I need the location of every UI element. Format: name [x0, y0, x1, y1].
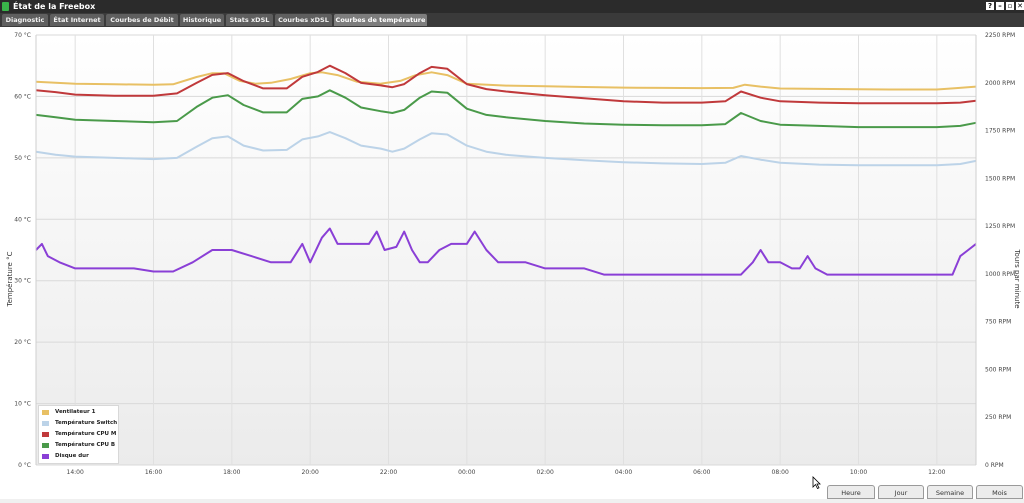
range-button-jour[interactable]: Jour — [878, 485, 924, 499]
chart-legend: Ventilateur 1 Température Switch Tempéra… — [38, 405, 119, 464]
x-tick-label: 18:00 — [223, 469, 240, 476]
tab-courbes-debit[interactable]: Courbes de Débit — [106, 14, 178, 26]
legend-label: Température CPU B — [55, 442, 116, 448]
tab-diagnostic[interactable]: Diagnostic — [2, 14, 48, 26]
x-tick-label: 08:00 — [772, 469, 789, 476]
y-right-tick-label: 250 RPM — [985, 414, 1011, 421]
series-line-temp-rature-cpu-m — [35, 64, 977, 105]
y-left-tick-label: 30 °C — [14, 278, 31, 285]
plot-background — [36, 35, 976, 465]
x-tick-label: 14:00 — [67, 469, 84, 476]
title-bar: État de la Freebox ? – ▫ ✕ — [0, 0, 1024, 13]
x-tick-label: 12:00 — [928, 469, 945, 476]
y-left-tick-label: 40 °C — [14, 216, 31, 223]
y-right-tick-label: 2000 RPM — [985, 80, 1015, 87]
x-tick-label: 04:00 — [615, 469, 632, 476]
y-left-tick-label: 70 °C — [14, 32, 31, 39]
y-right-tick-label: 0 RPM — [985, 462, 1004, 469]
x-tick-label: 02:00 — [537, 469, 554, 476]
range-button-heure[interactable]: Heure — [827, 485, 875, 499]
y-right-tick-label: 2250 RPM — [985, 32, 1015, 39]
range-button-semaine[interactable]: Semaine — [927, 485, 973, 499]
series-line-temp-rature-cpu-b — [35, 89, 977, 129]
x-tick-label: 06:00 — [693, 469, 710, 476]
legend-label: Ventilateur 1 — [55, 409, 96, 415]
window-title: État de la Freebox — [13, 2, 96, 11]
freebox-app-icon — [2, 2, 9, 11]
close-icon[interactable]: ✕ — [1016, 2, 1024, 10]
series-line-disque-dur — [35, 227, 977, 276]
left-axis-title: Température °C — [6, 251, 14, 307]
tab-courbes-temperature[interactable]: Courbes de température — [334, 14, 427, 26]
legend-label: Température Switch — [55, 420, 118, 426]
range-button-mois[interactable]: Mois — [976, 485, 1023, 499]
y-left-tick-label: 60 °C — [14, 93, 31, 100]
legend-swatch — [42, 443, 49, 448]
help-icon[interactable]: ? — [986, 2, 994, 10]
tab-historique[interactable]: Historique — [180, 14, 224, 26]
mouse-cursor-icon — [812, 476, 821, 489]
temperature-chart: 0 °C10 °C20 °C30 °C40 °C50 °C60 °C70 °C … — [6, 32, 1021, 476]
y-right-tick-label: 1500 RPM — [985, 175, 1015, 182]
y-right-tick-label: 1750 RPM — [985, 128, 1015, 135]
x-tick-label: 00:00 — [458, 469, 475, 476]
tab-etat-internet[interactable]: État Internet — [50, 14, 104, 26]
y-left-tick-label: 50 °C — [14, 155, 31, 162]
y-left-tick-label: 10 °C — [14, 401, 31, 408]
x-tick-label: 22:00 — [380, 469, 397, 476]
x-tick-label: 10:00 — [850, 469, 867, 476]
restore-icon[interactable]: ▫ — [1006, 2, 1014, 10]
legend-swatch — [42, 410, 49, 415]
y-left-tick-label: 20 °C — [14, 339, 31, 346]
tab-courbes-xdsl[interactable]: Courbes xDSL — [275, 14, 332, 26]
y-right-tick-label: 1250 RPM — [985, 223, 1015, 230]
tab-stats-xdsl[interactable]: Stats xDSL — [226, 14, 273, 26]
right-axis-title: Tours par minute — [1013, 248, 1021, 308]
temperature-chart-area: 0 °C 10 °C 20 °C 30 °C 40 °C 50 °C 60 °C 70 °C … — [0, 27, 1024, 499]
legend-swatch — [42, 432, 49, 437]
y-left-tick-label: 0 °C — [18, 462, 31, 469]
legend-swatch — [42, 421, 49, 426]
y-right-tick-label: 750 RPM — [985, 319, 1011, 326]
tab-bar: Diagnostic État Internet Courbes de Débi… — [0, 13, 1024, 27]
x-tick-label: 16:00 — [145, 469, 162, 476]
legend-label: Température CPU M — [55, 431, 117, 437]
minimize-icon[interactable]: – — [996, 2, 1004, 10]
legend-label: Disque dur — [55, 453, 89, 459]
y-right-tick-label: 1000 RPM — [985, 271, 1015, 278]
y-right-tick-label: 500 RPM — [985, 366, 1011, 373]
series-line-temp-rature-switch — [35, 131, 977, 167]
legend-swatch — [42, 454, 49, 459]
x-tick-label: 20:00 — [302, 469, 319, 476]
